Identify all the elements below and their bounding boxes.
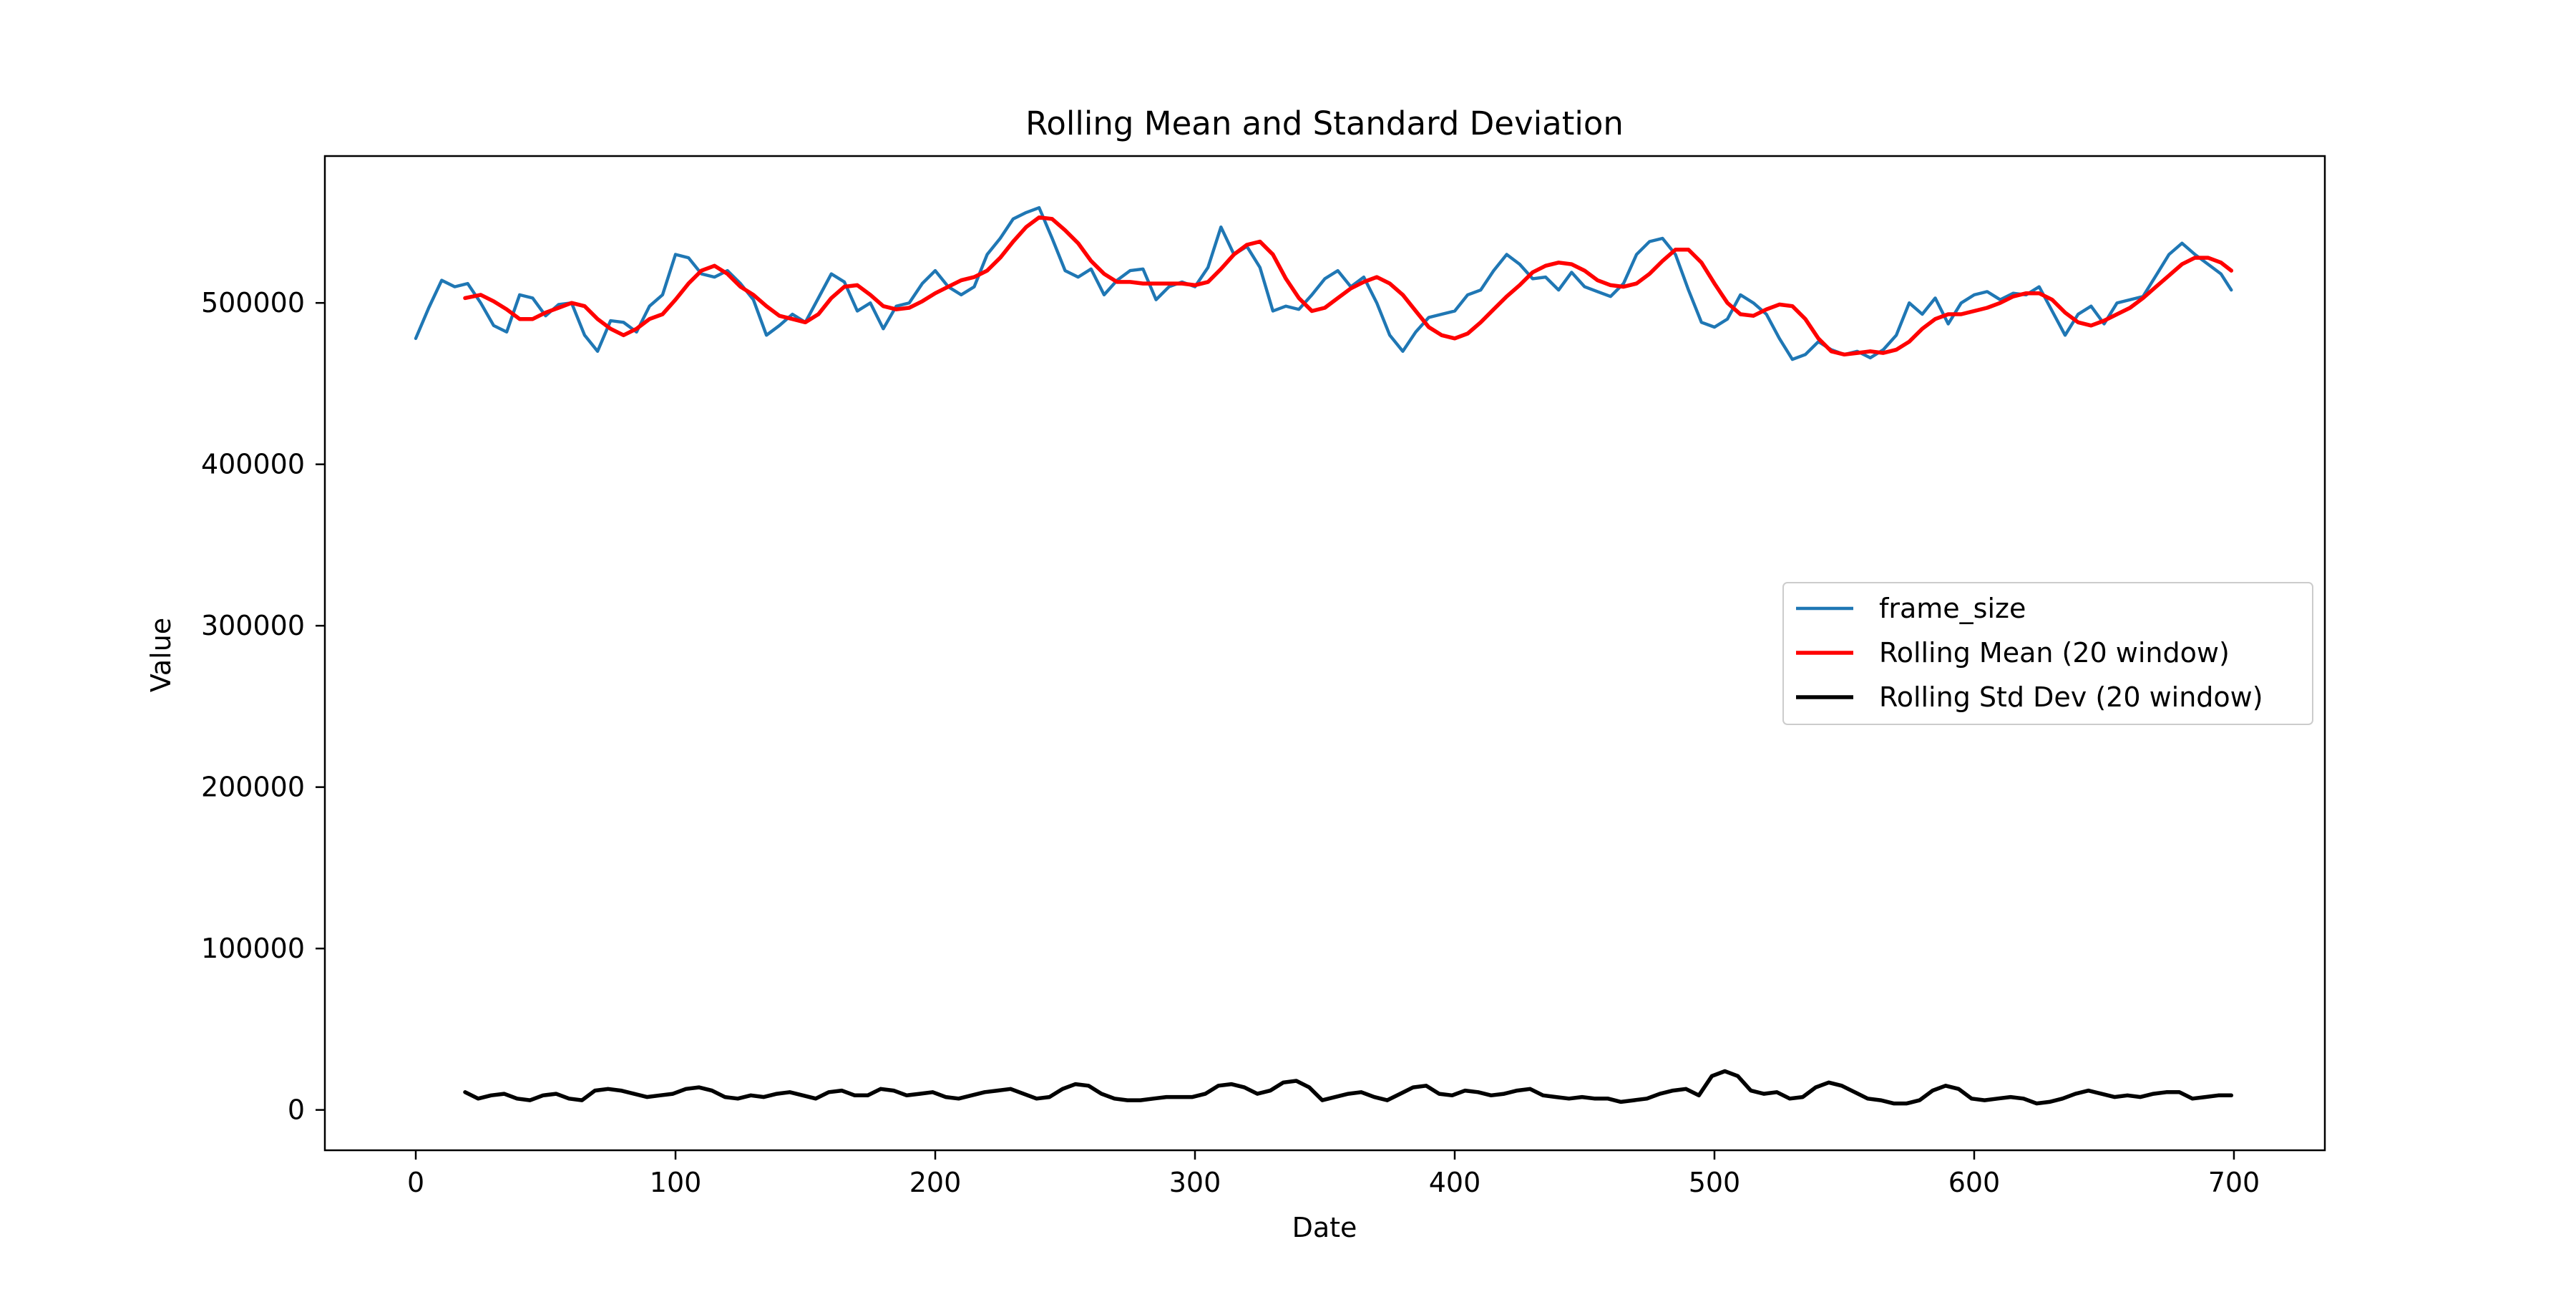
x-tick-label: 400 [1429, 1167, 1481, 1198]
series-line-rolling-mean-20-window [463, 215, 2234, 357]
legend-box [1782, 582, 2313, 725]
y-axis-ticks: 0 100000 200000 300000 400000 500000 [201, 287, 325, 1126]
legend-label: frame_size [1879, 593, 2026, 624]
x-axis-label: Date [1292, 1212, 1357, 1243]
x-tick-label: 200 [909, 1167, 962, 1198]
plot-series [414, 206, 2234, 1106]
x-axis-ticks: 0 100 200 300 400 500 600 700 [407, 1150, 2260, 1198]
y-tick-label: 500000 [201, 287, 305, 319]
x-tick-label: 700 [2208, 1167, 2260, 1198]
y-axis-label: Value [145, 618, 177, 692]
legend: frame_size Rolling Mean (20 window) Rollin… [1782, 582, 2313, 725]
series-line-frame-size [414, 206, 2233, 361]
x-tick-label: 300 [1169, 1167, 1221, 1198]
chart-title: Rolling Mean and Standard Deviation [1025, 105, 1624, 142]
plot-area-frame [323, 155, 2326, 1152]
y-tick-label: 100000 [201, 933, 305, 964]
y-tick-label: 400000 [201, 449, 305, 480]
y-tick-label: 200000 [201, 772, 305, 803]
legend-label: Rolling Std Dev (20 window) [1879, 681, 2263, 713]
legend-label: Rolling Mean (20 window) [1879, 637, 2230, 669]
x-tick-label: 100 [650, 1167, 702, 1198]
x-tick-label: 0 [407, 1167, 424, 1198]
series-line-rolling-std-dev-20-window [463, 1069, 2234, 1106]
x-tick-label: 600 [1948, 1167, 2001, 1198]
y-tick-label: 0 [288, 1094, 305, 1126]
x-tick-label: 500 [1689, 1167, 1741, 1198]
y-tick-label: 300000 [201, 610, 305, 641]
